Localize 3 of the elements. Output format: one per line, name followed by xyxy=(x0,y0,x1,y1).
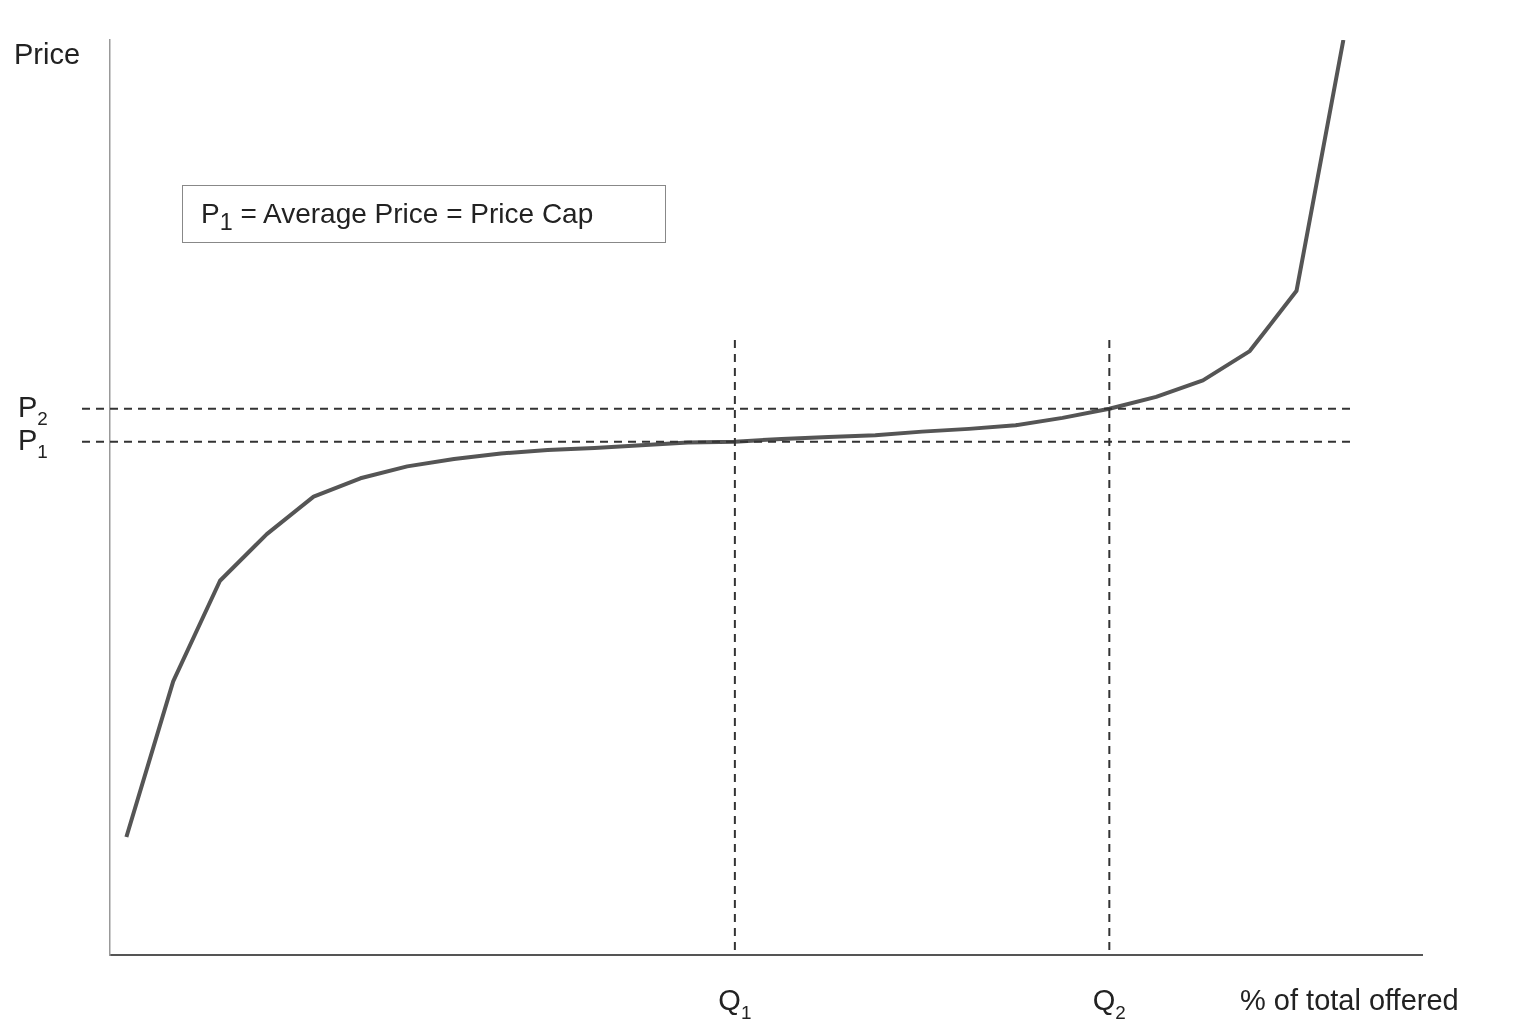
annotation: P$_{1}$ = Average Price = Price Cap xyxy=(182,185,666,243)
x-axis-title: % of total offered xyxy=(1240,984,1459,1017)
y-axis-title: Price xyxy=(14,38,81,71)
